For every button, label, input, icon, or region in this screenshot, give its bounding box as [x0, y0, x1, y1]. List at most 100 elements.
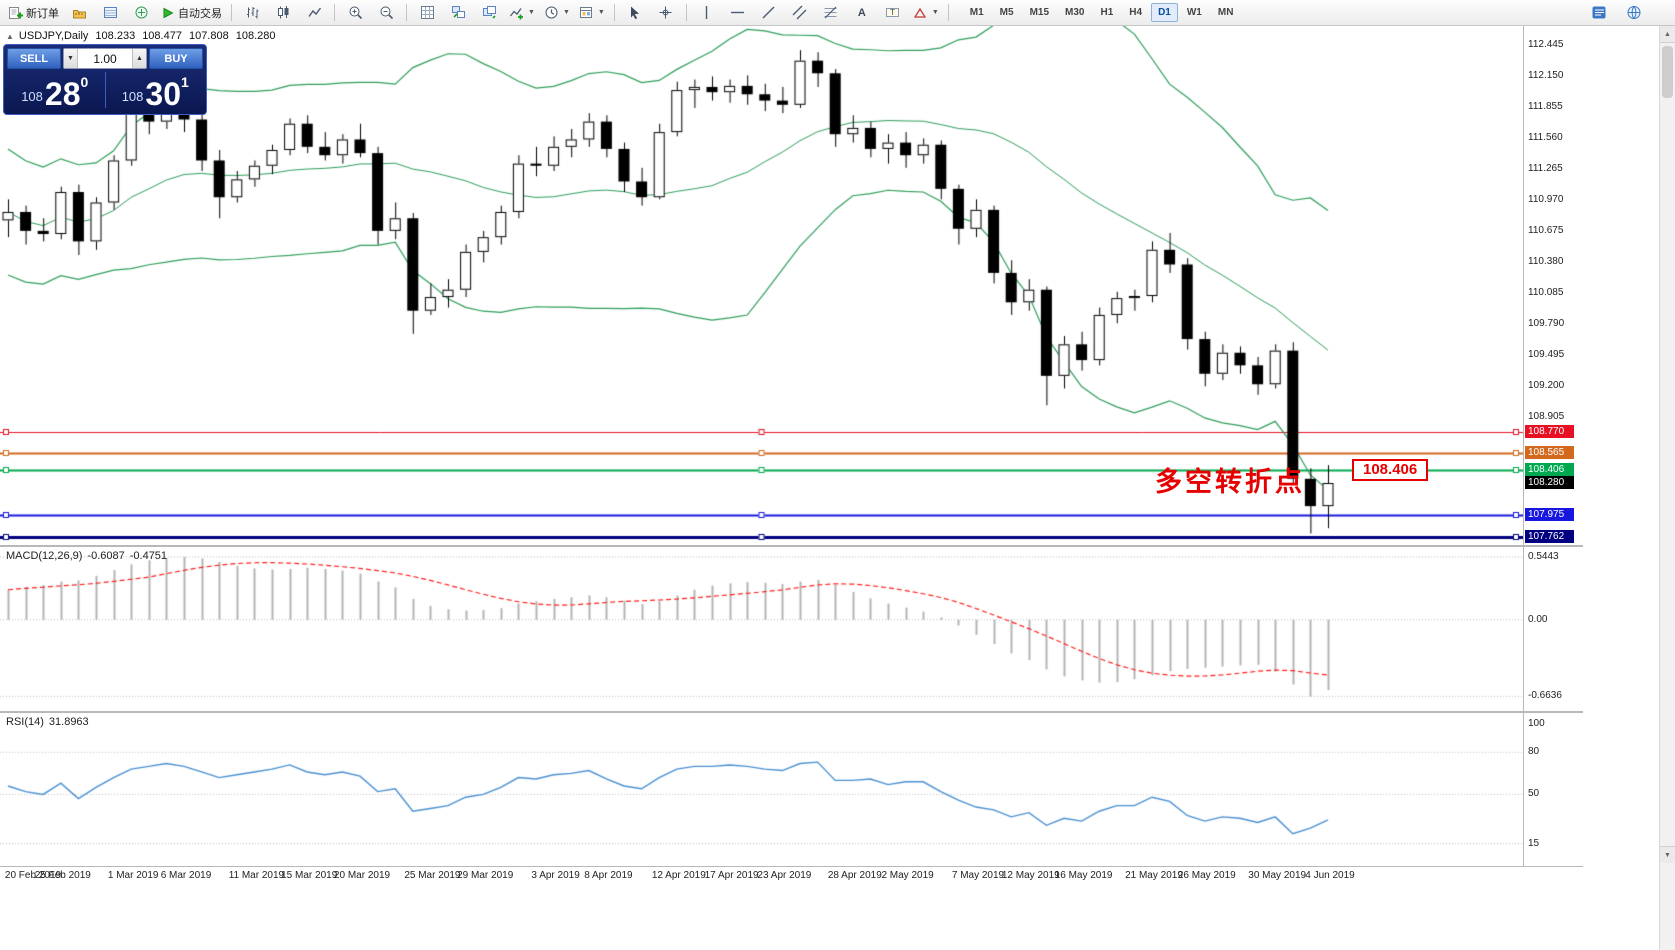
profiles-button[interactable]: [64, 2, 94, 24]
price-callout-label[interactable]: 108.406: [1352, 459, 1429, 481]
periods-button[interactable]: ▼: [540, 2, 574, 24]
candlestick-icon: [276, 5, 291, 20]
arrow-shapes-icon: [913, 5, 928, 20]
line-chart-button[interactable]: [299, 2, 329, 24]
scroll-down-arrow[interactable]: ▼: [1660, 846, 1675, 863]
date-tick-label: 23 Apr 2019: [757, 870, 812, 881]
turning-point-annotation[interactable]: 多空转折点: [1155, 467, 1305, 497]
timeframe-button-H1[interactable]: H1: [1100, 7, 1114, 18]
date-tick-label: 15 Mar 2019: [281, 870, 338, 881]
timeframe-button-H4[interactable]: H4: [1129, 7, 1143, 18]
indicators-button[interactable]: ▼: [505, 2, 539, 24]
web-icon[interactable]: [1619, 2, 1649, 24]
price-level-label: 108.770: [1525, 424, 1574, 438]
horizontal-line-button[interactable]: [723, 2, 753, 24]
timeframe-button-D1[interactable]: D1: [1151, 3, 1178, 22]
bar-chart-button[interactable]: [237, 2, 267, 24]
navigator-icon: [134, 5, 149, 20]
clock-icon: [544, 5, 559, 20]
sell-price[interactable]: 108 28 0: [7, 69, 103, 111]
high-value: 108.477: [142, 30, 182, 42]
timeframe-button-M5[interactable]: M5: [999, 7, 1014, 18]
chevron-down-icon: ▼: [562, 9, 570, 16]
templates-button[interactable]: ▼: [575, 2, 609, 24]
tile-windows-button[interactable]: [443, 2, 473, 24]
new-order-button[interactable]: 新订单: [4, 2, 63, 24]
text-label-button[interactable]: T: [878, 2, 908, 24]
chart-grid-button[interactable]: [412, 2, 442, 24]
channel-button[interactable]: [785, 2, 815, 24]
rsi-tick-label: 80: [1528, 746, 1540, 758]
fibonacci-icon: [823, 5, 838, 20]
navigator-button[interactable]: [126, 2, 156, 24]
docs-icon[interactable]: [1584, 2, 1614, 24]
crosshair-button[interactable]: [651, 2, 681, 24]
grid-icon: [420, 5, 435, 20]
rsi-pane-canvas[interactable]: [0, 713, 1523, 866]
collapse-triangle-icon[interactable]: ▲: [6, 32, 14, 41]
sell-price-point: 0: [80, 74, 89, 90]
zoom-in-button[interactable]: [340, 2, 370, 24]
price-tick-label: 110.970: [1528, 194, 1564, 206]
price-tick-label: 110.085: [1528, 287, 1564, 299]
date-tick-label: 26 May 2019: [1177, 870, 1236, 881]
timeframe-button-W1[interactable]: W1: [1186, 7, 1202, 18]
price-tick-label: 112.150: [1528, 70, 1564, 82]
toolbar-separator: [231, 4, 232, 21]
buy-button[interactable]: BUY: [149, 48, 203, 69]
zoom-out-button[interactable]: [371, 2, 401, 24]
vertical-scrollbar[interactable]: ▲ ▼: [1659, 26, 1675, 950]
pane-splitter[interactable]: [0, 711, 1583, 713]
timeframe-button-MN[interactable]: MN: [1217, 7, 1234, 18]
data-window-icon: [103, 5, 118, 20]
price-tick-label: 110.675: [1528, 225, 1564, 237]
chevron-down-icon: ▼: [931, 9, 939, 16]
cursor-button[interactable]: [620, 2, 650, 24]
shapes-button[interactable]: ▼: [909, 2, 943, 24]
rsi-tick-label: 15: [1528, 837, 1540, 849]
vertical-line-icon: [700, 5, 713, 20]
cascade-windows-icon: [482, 5, 497, 20]
trendline-icon: [761, 5, 776, 20]
macd-main-value: -0.6087: [87, 550, 125, 562]
buy-price[interactable]: 108 30 1: [108, 69, 204, 111]
sell-button[interactable]: SELL: [7, 48, 61, 69]
toolbar-separator: [334, 4, 335, 21]
data-window-button[interactable]: [95, 2, 125, 24]
scroll-up-arrow[interactable]: ▲: [1660, 26, 1675, 43]
volume-input[interactable]: [78, 49, 132, 68]
price-level-label: 108.565: [1525, 446, 1574, 460]
open-value: 108.233: [95, 30, 136, 42]
svg-text:T: T: [890, 8, 895, 17]
autotrading-button[interactable]: 自动交易: [157, 2, 226, 24]
volume-increase-button[interactable]: ▲: [132, 49, 146, 68]
volume-decrease-button[interactable]: ▼: [64, 49, 78, 68]
tile-windows-icon: [451, 5, 466, 20]
date-tick-label: 28 Apr 2019: [827, 870, 882, 881]
candlestick-chart-button[interactable]: [268, 2, 298, 24]
cascade-windows-button[interactable]: [474, 2, 504, 24]
text-label-icon: T: [885, 5, 900, 20]
toolbar: 新订单 自动交易: [0, 0, 1675, 26]
toolbar-separator: [406, 4, 407, 21]
macd-pane-canvas[interactable]: [0, 547, 1523, 711]
date-tick-label: 8 Apr 2019: [584, 870, 633, 881]
date-tick-label: 16 May 2019: [1054, 870, 1113, 881]
pane-splitter[interactable]: [0, 545, 1583, 547]
price-tick-label: 111.855: [1528, 101, 1563, 113]
new-order-label: 新订单: [26, 7, 59, 20]
date-tick-label: 2 May 2019: [881, 870, 934, 881]
timeframe-button-M30[interactable]: M30: [1065, 7, 1085, 18]
timeframe-button-M15[interactable]: M15: [1029, 7, 1050, 18]
date-tick-label: 20 Feb 2019: [4, 870, 62, 881]
rsi-tick-label: 50: [1528, 788, 1540, 800]
trendline-button[interactable]: [754, 2, 784, 24]
price-chart-canvas[interactable]: [0, 26, 1523, 545]
zoom-in-icon: [348, 5, 363, 20]
text-button[interactable]: A: [857, 6, 866, 19]
timeframe-button-M1[interactable]: M1: [969, 7, 984, 18]
fibonacci-button[interactable]: [816, 2, 846, 24]
scrollbar-thumb[interactable]: [1662, 46, 1673, 98]
date-tick-label: 20 Mar 2019: [333, 870, 391, 881]
vertical-line-button[interactable]: [692, 2, 722, 24]
